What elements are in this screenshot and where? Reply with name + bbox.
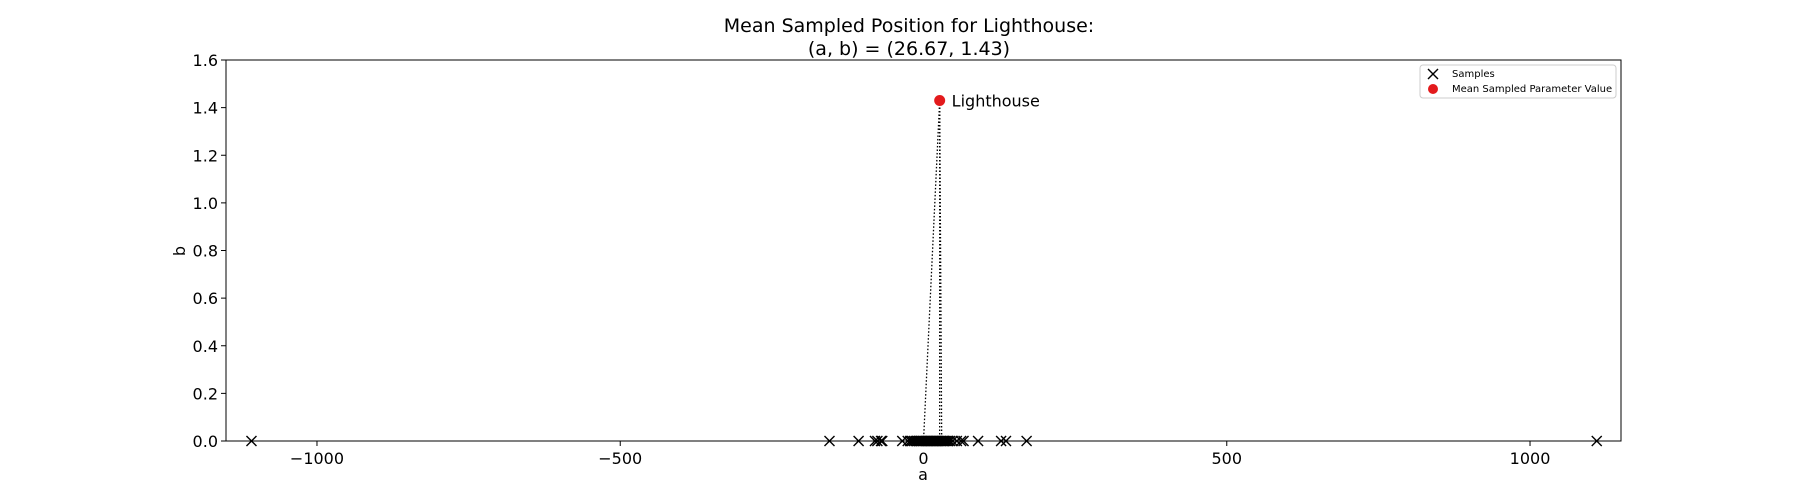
legend-mean-icon [1428,84,1438,94]
axes-frame [225,59,1622,442]
y-axis-label: b [170,246,189,256]
y-axis: 0.0 0.2 0.4 0.6 0.8 1.0 1.2 1.4 1.6 [193,51,226,451]
y-tick-label: 0.8 [193,242,218,261]
x-axis-label: a [918,465,928,484]
ray-line [922,100,941,442]
y-tick-label: 0.2 [193,384,218,403]
x-tick-label: 0 [918,449,928,468]
y-tick-label: 1.6 [193,51,218,70]
chart-title-line1: Mean Sampled Position for Lighthouse: [724,15,1094,37]
y-tick-label: 0.6 [193,289,218,308]
mean-point [934,94,946,106]
y-tick-label: 0.0 [193,432,218,451]
x-tick-label: 1000 [1510,449,1551,468]
plot-area: Lighthouse [245,91,1603,447]
legend-samples-label: Samples [1452,69,1495,80]
chart-title-line2: (a, b) = (26.67, 1.43) [808,38,1010,60]
y-tick-label: 0.4 [193,337,218,356]
y-tick-label: 1.2 [193,146,218,165]
legend-samples-icon [1427,68,1439,80]
y-tick-label: 1.0 [193,194,218,213]
legend: Samples Mean Sampled Parameter Value [1419,64,1617,99]
legend-frame [1419,64,1617,99]
x-tick-label: −500 [598,449,642,468]
x-tick-label: 500 [1211,449,1242,468]
ray-line [939,100,943,442]
x-axis: −1000 −500 0 500 1000 [290,441,1550,468]
y-tick-label: 1.4 [193,99,218,118]
legend-mean-label: Mean Sampled Parameter Value [1452,84,1612,95]
x-tick-label: −1000 [290,449,344,468]
lighthouse-annotation: Lighthouse [952,91,1040,110]
